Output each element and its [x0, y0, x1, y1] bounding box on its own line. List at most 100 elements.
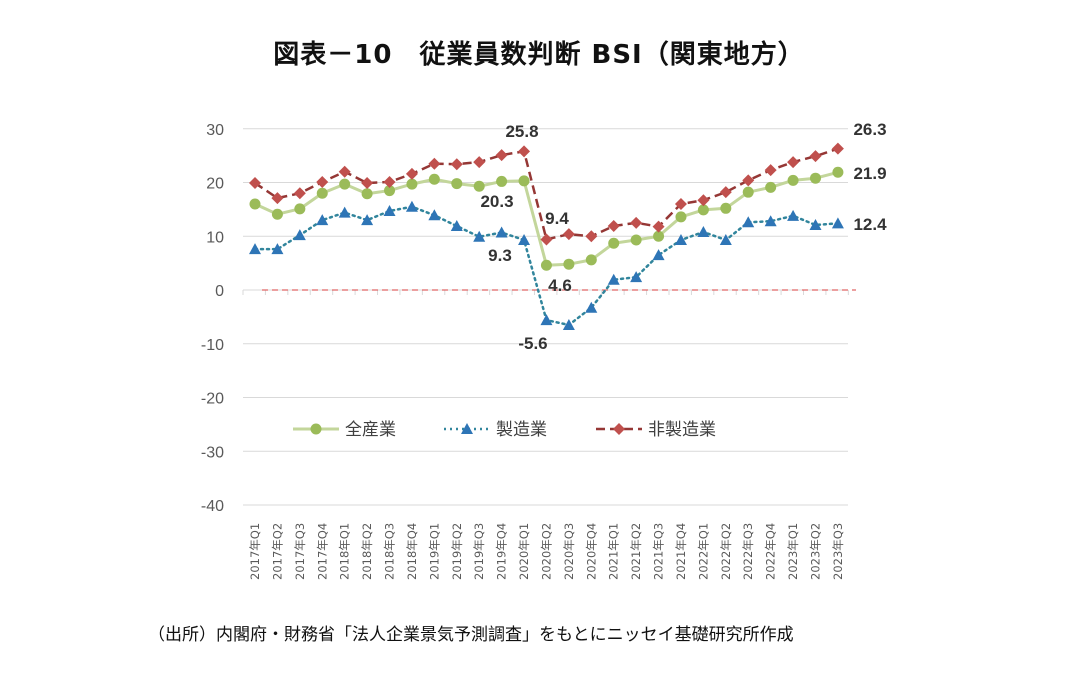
x-tick-label: 2017年Q2 [270, 523, 284, 580]
data-point-diamond [405, 167, 418, 180]
data-label: 12.4 [853, 215, 887, 234]
x-tick-label: 2021年Q4 [674, 523, 688, 580]
data-point-triangle [428, 209, 441, 221]
data-point-triangle [652, 249, 665, 261]
x-tick-label: 2017年Q4 [315, 523, 329, 580]
data-point-circle [384, 185, 396, 197]
data-point-triangle [461, 423, 473, 434]
data-point-triangle [405, 200, 418, 212]
data-point-diamond [674, 198, 687, 210]
data-point-circle [294, 203, 306, 215]
data-point-triangle [249, 243, 261, 255]
data-point-diamond [787, 156, 800, 169]
data-point-diamond [697, 194, 710, 207]
data-point-triangle [562, 318, 575, 330]
data-point-circle [428, 173, 440, 185]
x-tick-label: 2022年Q2 [719, 523, 733, 580]
data-point-circle [608, 237, 620, 249]
data-point-circle [406, 178, 418, 190]
data-point-circle [249, 198, 261, 210]
x-tick-label: 2019年Q1 [427, 523, 441, 580]
data-point-triangle [831, 217, 844, 229]
data-point-circle [787, 174, 799, 186]
x-tick-label: 2022年Q3 [741, 523, 755, 580]
data-point-diamond [831, 142, 844, 155]
data-point-diamond [450, 158, 463, 171]
x-tick-label: 2023年Q1 [786, 523, 800, 580]
data-point-circle [675, 211, 687, 223]
data-point-diamond [630, 216, 643, 229]
data-point-circle [473, 180, 485, 192]
chart-title: 図表－10 従業員数判断 BSI（関東地方） [273, 40, 805, 70]
data-point-diamond [613, 423, 625, 435]
data-point-circle [585, 254, 597, 266]
data-point-circle [563, 258, 575, 270]
data-label: 20.3 [480, 192, 513, 211]
data-point-circle [832, 166, 844, 178]
data-point-triangle [719, 234, 732, 246]
data-point-diamond [742, 174, 755, 187]
x-tick-label: 2018年Q4 [405, 523, 419, 580]
data-point-circle [361, 188, 373, 200]
data-point-circle [697, 204, 709, 216]
data-point-circle [765, 181, 777, 193]
data-point-diamond [562, 228, 575, 241]
data-point-triangle [674, 234, 687, 246]
x-tick-label: 2018年Q1 [338, 523, 352, 580]
data-point-triangle [607, 273, 620, 285]
series-2 [249, 200, 844, 330]
data-label: 4.6 [548, 276, 572, 295]
data-point-diamond [764, 164, 777, 177]
data-point-triangle [316, 214, 329, 226]
x-tick-label: 2021年Q1 [607, 523, 621, 580]
x-tick-label: 2020年Q4 [584, 523, 598, 580]
x-tick-label: 2022年Q1 [696, 523, 710, 580]
data-point-triangle [450, 220, 463, 232]
data-point-circle [310, 423, 322, 435]
x-tick-label: 2018年Q2 [360, 523, 374, 580]
data-point-diamond [809, 150, 822, 163]
y-tick-label: -10 [201, 337, 224, 354]
data-label: 21.9 [853, 164, 886, 183]
data-label: 26.3 [853, 120, 886, 139]
y-tick-label: -20 [201, 391, 224, 408]
y-tick-label: 20 [206, 176, 224, 193]
data-point-circle [630, 234, 642, 246]
series-1 [249, 166, 844, 271]
legend-item-1: 全産業 [293, 420, 396, 440]
data-point-triangle [540, 314, 553, 326]
data-point-circle [339, 178, 351, 190]
data-point-diamond [652, 220, 665, 233]
x-tick-label: 2023年Q2 [809, 523, 823, 580]
x-tick-label: 2020年Q1 [517, 523, 531, 580]
x-tick-label: 2022年Q4 [764, 523, 778, 580]
data-point-diamond [495, 149, 508, 162]
data-label: 9.3 [488, 246, 512, 265]
x-tick-label: 2019年Q2 [450, 523, 464, 580]
series-line [254, 147, 839, 241]
data-point-triangle [361, 214, 374, 226]
data-point-circle [518, 175, 530, 187]
data-point-circle [316, 187, 328, 199]
data-point-diamond [249, 177, 261, 190]
data-point-circle [451, 178, 463, 190]
y-tick-label: 0 [215, 283, 224, 300]
data-point-diamond [540, 233, 553, 246]
data-point-circle [271, 208, 283, 220]
data-point-circle [653, 230, 665, 242]
legend-item-3: 非製造業 [596, 420, 716, 440]
legend-label: 非製造業 [648, 420, 716, 440]
x-axis [242, 289, 849, 295]
data-point-triangle [809, 218, 822, 230]
data-point-diamond [473, 156, 486, 169]
x-tick-label: 2020年Q3 [562, 523, 576, 580]
x-tick-label: 2018年Q3 [383, 523, 397, 580]
data-point-diamond [585, 230, 598, 243]
data-point-diamond [271, 192, 284, 205]
data-labels: 25.8 20.3 9.3 9.4 4.6 -5.6 26.3 21.9 12.4 [480, 120, 887, 353]
y-tick-label: 10 [206, 229, 224, 246]
series-3 [249, 142, 844, 246]
data-point-triangle [473, 230, 486, 242]
x-tick-label: 2021年Q2 [629, 523, 643, 580]
